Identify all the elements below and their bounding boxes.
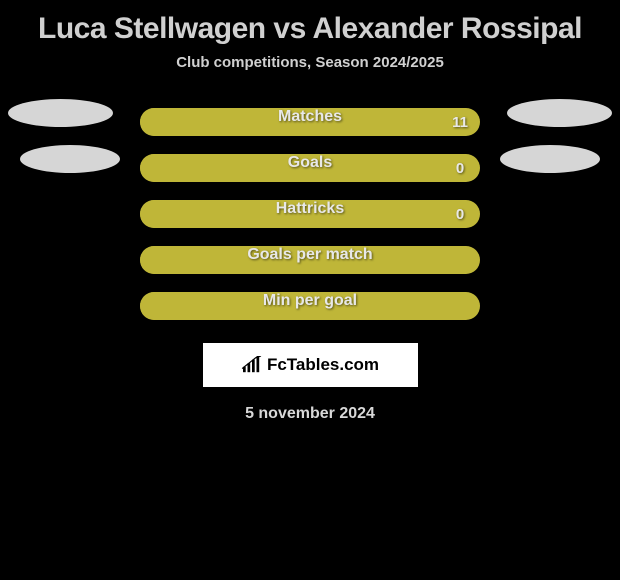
infographic-container: Luca Stellwagen vs Alexander Rossipal Cl… — [0, 0, 620, 423]
page-subtitle: Club competitions, Season 2024/2025 — [0, 54, 620, 99]
stat-bar: Goals — [140, 154, 480, 182]
stat-bar-right — [140, 292, 480, 320]
stat-row: Hattricks0 — [0, 191, 620, 237]
page-title: Luca Stellwagen vs Alexander Rossipal — [0, 6, 620, 54]
stat-row: Min per goal — [0, 283, 620, 329]
stat-value-right: 0 — [450, 206, 470, 223]
player-ellipse-right — [507, 99, 612, 127]
stat-row: Matches11 — [0, 99, 620, 145]
player-ellipse-left — [8, 99, 113, 127]
brand-chart-icon — [241, 356, 263, 374]
stat-bar-right — [140, 154, 480, 182]
stat-value-right: 0 — [450, 160, 470, 177]
stat-bar: Matches — [140, 108, 480, 136]
stat-row: Goals per match — [0, 237, 620, 283]
stat-bar: Goals per match — [140, 246, 480, 274]
stat-value-right: 11 — [450, 114, 470, 131]
stat-bar-right — [140, 246, 480, 274]
stat-bar: Hattricks — [140, 200, 480, 228]
stat-bar-right — [140, 200, 480, 228]
stat-row: Goals0 — [0, 145, 620, 191]
brand-box: FcTables.com — [203, 343, 418, 387]
brand-text: FcTables.com — [267, 355, 379, 375]
stats-rows: Matches11Goals0Hattricks0Goals per match… — [0, 99, 620, 329]
stat-bar-right — [140, 108, 480, 136]
footer-date: 5 november 2024 — [0, 387, 620, 423]
stat-bar: Min per goal — [140, 292, 480, 320]
player-ellipse-right — [500, 145, 600, 173]
player-ellipse-left — [20, 145, 120, 173]
